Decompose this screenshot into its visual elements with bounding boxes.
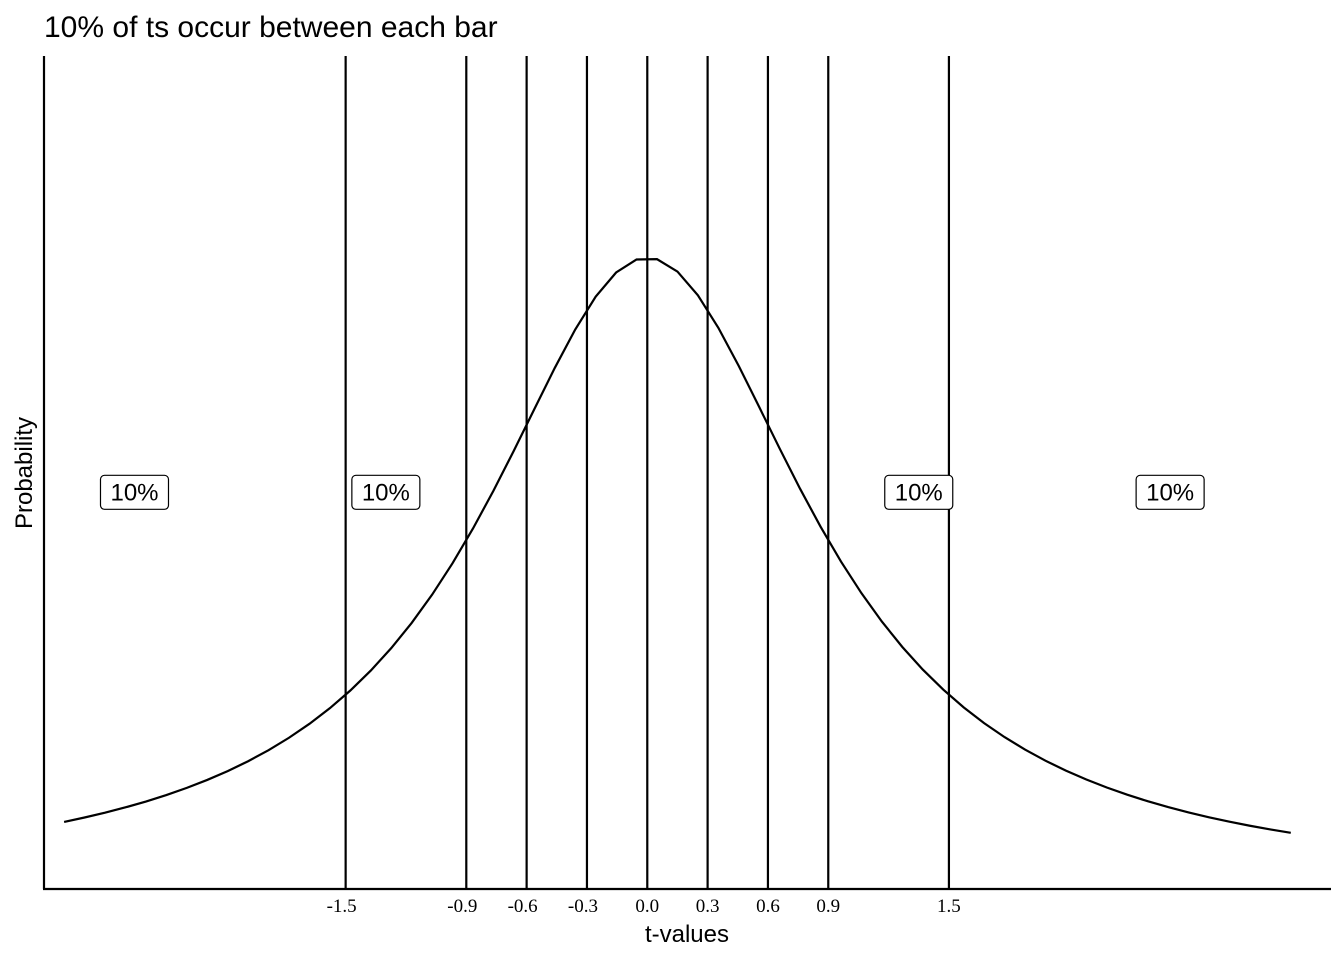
- x-tick-label: -0.3: [568, 896, 598, 917]
- percent-annotation-label: 10%: [1146, 479, 1194, 506]
- y-axis-title: Probability: [11, 417, 38, 529]
- percent-annotation: 10%: [1135, 474, 1205, 510]
- x-tick-label: 0.9: [816, 896, 840, 917]
- x-tick-label: -0.9: [447, 896, 477, 917]
- x-tick-label: 1.5: [937, 896, 961, 917]
- percent-annotation-box: [99, 474, 170, 510]
- percent-annotation: 10%: [351, 474, 421, 510]
- percent-annotations: 10% 10% 10% 10%: [99, 474, 1205, 510]
- vertical-bars: [344, 56, 951, 889]
- x-tick-label: 0.0: [635, 896, 659, 917]
- x-tick-label: -1.5: [327, 896, 357, 917]
- chart-title: 10% of ts occur between each bar: [44, 11, 498, 44]
- x-tick-label: -0.6: [508, 896, 538, 917]
- percent-annotation-label: 10%: [895, 479, 943, 506]
- percent-annotation-label: 10%: [110, 479, 158, 506]
- percent-annotation-label: 10%: [362, 479, 410, 506]
- x-axis-title: t-values: [645, 921, 729, 948]
- percent-annotation-box: [1135, 474, 1205, 510]
- percent-annotation-box: [351, 474, 421, 510]
- x-tick-labels: -1.5 -0.9 -0.6 -0.3 0.0 0.3 0.6 0.9 1.5: [327, 896, 961, 917]
- density-curve: [63, 258, 1291, 834]
- x-tick-label: 0.6: [756, 896, 780, 917]
- percent-annotation: 10%: [99, 474, 170, 510]
- percent-annotation: 10%: [884, 474, 954, 510]
- percent-annotation-box: [884, 474, 954, 510]
- x-tick-label: 0.3: [696, 896, 720, 917]
